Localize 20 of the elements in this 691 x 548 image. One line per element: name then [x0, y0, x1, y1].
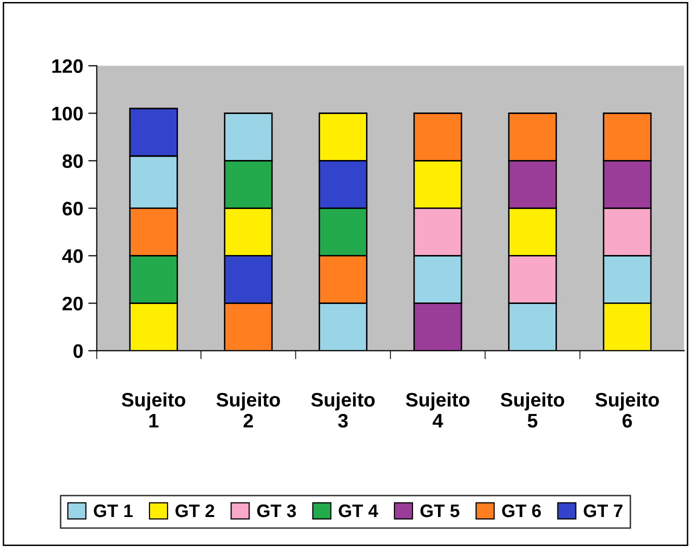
- x-tick-label: Sujeito 1: [122, 392, 186, 428]
- y-tick-label: 120: [52, 59, 83, 73]
- legend-label: GT 2: [176, 504, 214, 518]
- y-tick-label: 60: [62, 202, 83, 216]
- legend-label: GT 3: [257, 504, 296, 518]
- x-tick-label: Sujeito 3: [311, 392, 375, 428]
- legend-label: GT 6: [502, 504, 541, 518]
- y-tick-label: 20: [62, 296, 83, 310]
- legend-label: GT 1: [94, 504, 133, 518]
- legend-label: GT 5: [420, 504, 460, 518]
- y-tick-label: 40: [62, 249, 83, 263]
- y-tick-label: 80: [62, 154, 83, 168]
- y-tick-label: 100: [52, 106, 83, 120]
- y-tick-label: 0: [74, 344, 83, 358]
- x-tick-label: Sujeito 4: [406, 392, 470, 428]
- legend-label: GT 4: [338, 504, 378, 518]
- x-tick-label: Sujeito 6: [595, 392, 659, 428]
- x-tick-label: Sujeito 5: [500, 392, 564, 428]
- legend-label: GT 7: [584, 504, 622, 518]
- x-tick-label: Sujeito 2: [216, 392, 280, 428]
